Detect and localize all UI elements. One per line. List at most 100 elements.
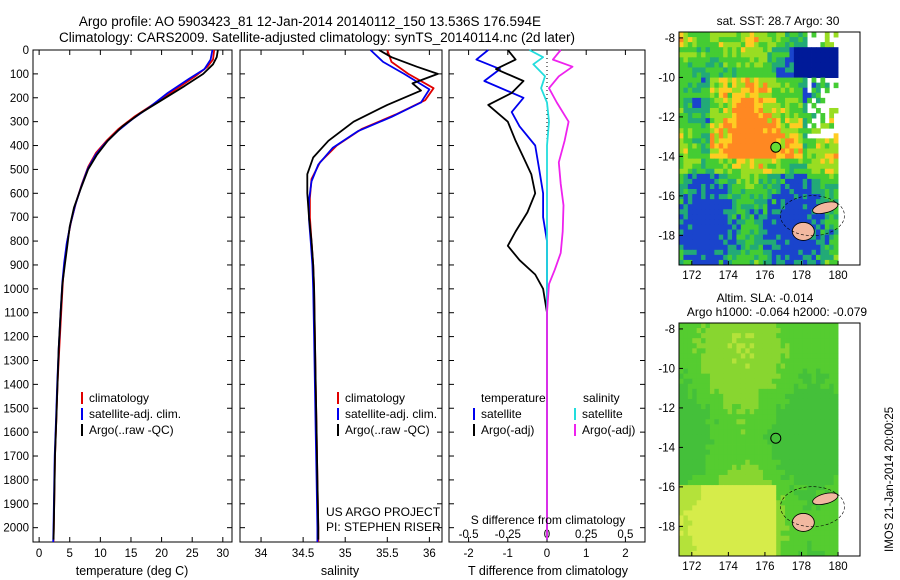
heatmap-cell xyxy=(833,469,839,476)
heatmap-cell xyxy=(740,520,746,527)
heatmap-cell xyxy=(780,234,786,241)
heatmap-cell xyxy=(754,239,759,246)
project-credit-line-1: US ARGO PROJECT xyxy=(326,505,441,519)
heatmap-cell xyxy=(679,495,684,501)
heatmap-cell xyxy=(696,77,702,84)
heatmap-cell xyxy=(820,189,826,195)
heatmap-cell xyxy=(745,194,751,200)
heatmap-cell xyxy=(718,67,724,73)
heatmap-cell xyxy=(767,328,773,334)
heatmap-cell xyxy=(727,224,733,230)
heatmap-cell xyxy=(815,138,821,144)
heatmap-cell xyxy=(780,219,786,225)
heatmap-cell xyxy=(815,480,821,486)
heatmap-cell xyxy=(789,67,795,73)
heatmap-cell xyxy=(709,535,715,542)
heatmap-cell xyxy=(749,510,755,516)
heatmap-cell xyxy=(776,358,782,364)
heatmap-cell xyxy=(767,383,773,390)
heatmap-cell xyxy=(701,378,706,385)
heatmap-cell xyxy=(762,454,768,461)
heatmap-cell xyxy=(718,520,724,527)
heatmap-cell xyxy=(692,158,698,165)
legend-label-t-satellite: satellite xyxy=(481,407,522,421)
heatmap-cell xyxy=(714,490,720,496)
heatmap-cell xyxy=(807,510,812,516)
heatmap-cell xyxy=(701,343,706,349)
temperature-x-axis: 0 5 10 15 20 25 30 xyxy=(36,50,229,560)
heatmap-cell xyxy=(727,333,733,339)
temperature-lines xyxy=(52,49,219,543)
heatmap-cell xyxy=(740,540,746,547)
heatmap-cell xyxy=(709,434,715,440)
heatmap-cell xyxy=(789,102,795,109)
heatmap-cell xyxy=(723,199,728,205)
heatmap-cell xyxy=(793,153,799,160)
heatmap-cell xyxy=(802,32,808,38)
heatmap-cell xyxy=(714,118,720,124)
heatmap-cell xyxy=(679,143,684,149)
heatmap-cell xyxy=(736,138,742,144)
heatmap-cell xyxy=(718,409,724,415)
heatmap-cell xyxy=(824,348,830,354)
heatmap-cell xyxy=(776,183,782,190)
heatmap-cell xyxy=(692,82,698,89)
heatmap-cell xyxy=(793,204,799,210)
heatmap-cell xyxy=(732,153,737,160)
heatmap-cell xyxy=(692,550,698,557)
heatmap-cell xyxy=(754,545,759,552)
heatmap-cell xyxy=(714,510,720,516)
heatmap-cell xyxy=(807,530,812,537)
heatmap-cell xyxy=(701,163,706,170)
fiji-islands xyxy=(780,486,845,532)
heatmap-cell xyxy=(807,259,812,266)
heatmap-cell xyxy=(807,153,812,160)
heatmap-cell xyxy=(820,153,826,160)
heatmap-cell xyxy=(736,464,742,471)
heatmap-cell xyxy=(705,163,711,170)
heatmap-cell xyxy=(740,419,746,425)
heatmap-cell xyxy=(679,178,684,185)
heatmap-cell xyxy=(802,404,808,410)
heatmap-cell xyxy=(701,47,706,53)
heatmap-cell xyxy=(758,398,764,405)
heatmap-cell xyxy=(829,194,835,200)
heatmap-cell xyxy=(771,92,777,99)
heatmap-cell xyxy=(829,358,835,364)
latitude-tick-label: -12 xyxy=(658,403,675,415)
heatmap-cell xyxy=(749,530,755,537)
project-credit-line-2: PI: STEPHEN RISER xyxy=(326,520,441,534)
heatmap-cell xyxy=(815,239,821,246)
heatmap-cell xyxy=(785,500,790,506)
heatmap-cell xyxy=(802,204,808,210)
heatmap-cell xyxy=(732,530,737,537)
heatmap-cell xyxy=(793,72,799,78)
heatmap-cell xyxy=(732,515,737,521)
heatmap-cell xyxy=(749,469,755,476)
heatmap-cell xyxy=(820,178,826,185)
heatmap-cell xyxy=(749,244,755,251)
heatmap-cell xyxy=(714,545,720,552)
heatmap-cell xyxy=(758,353,764,359)
heatmap-cell xyxy=(745,540,751,547)
heatmap-cell xyxy=(723,363,728,369)
heatmap-cell xyxy=(718,183,724,190)
heatmap-cell xyxy=(683,204,689,210)
heatmap-cell xyxy=(829,209,835,215)
heatmap-cell xyxy=(732,500,737,506)
heatmap-cell xyxy=(687,123,693,129)
heatmap-cell xyxy=(749,173,755,180)
heatmap-cell xyxy=(732,383,737,390)
heatmap-cell xyxy=(705,505,711,511)
heatmap-cell xyxy=(705,52,711,58)
heatmap-cell xyxy=(736,525,742,532)
heatmap-cell xyxy=(701,530,706,537)
heatmap-cell xyxy=(705,520,711,527)
heatmap-cell xyxy=(798,143,804,149)
heatmap-cell xyxy=(776,173,782,180)
heatmap-cell xyxy=(758,57,764,63)
heatmap-cell xyxy=(780,495,786,501)
heatmap-cell xyxy=(811,234,817,241)
heatmap-cell xyxy=(736,378,742,385)
heatmap-cell xyxy=(811,219,817,225)
